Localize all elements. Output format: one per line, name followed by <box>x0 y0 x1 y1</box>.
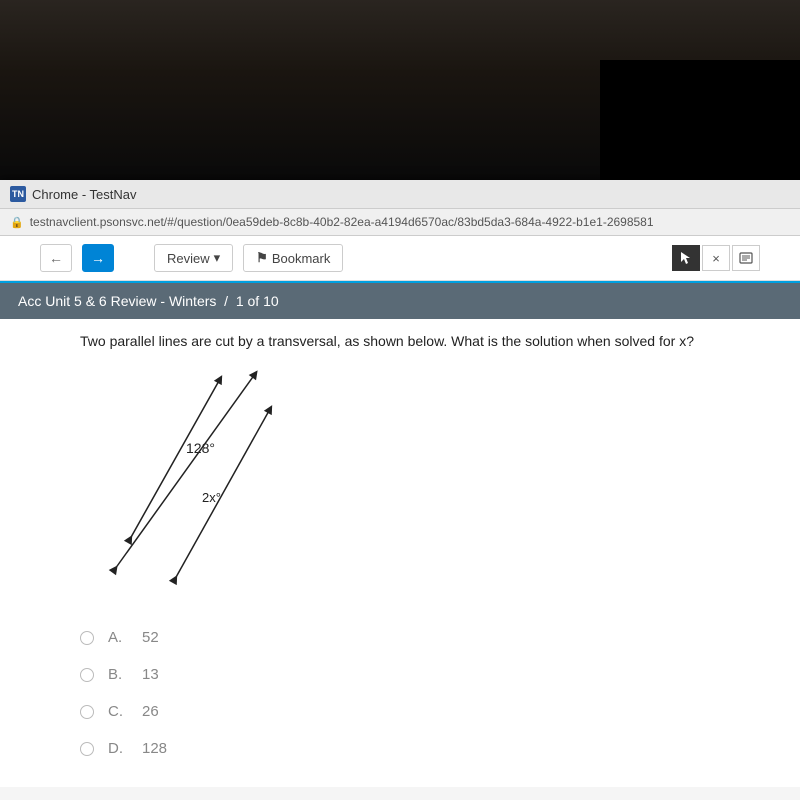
dark-overlay <box>600 60 800 180</box>
radio-c[interactable] <box>80 705 94 719</box>
breadcrumb: Acc Unit 5 & 6 Review - Winters / 1 of 1… <box>0 281 800 319</box>
answer-choices: A. 52 B. 13 C. 26 D. 128 <box>80 619 720 767</box>
breadcrumb-sep: / <box>224 293 228 309</box>
radio-a[interactable] <box>80 631 94 645</box>
note-tool-icon[interactable] <box>732 245 760 271</box>
choice-d[interactable]: D. 128 <box>80 730 720 767</box>
bookmark-button[interactable]: ⚑ Bookmark <box>243 244 343 272</box>
pointer-tool-icon[interactable] <box>672 245 700 271</box>
choice-b[interactable]: B. 13 <box>80 656 720 693</box>
choice-a[interactable]: A. 52 <box>80 619 720 656</box>
bookmark-label: Bookmark <box>272 251 331 266</box>
close-tool-icon[interactable]: × <box>702 245 730 271</box>
bookmark-icon: ⚑ <box>256 250 268 266</box>
transversal-diagram: 128° 2x° <box>100 369 300 589</box>
angle-128-label: 128° <box>186 440 215 456</box>
back-button[interactable]: ← <box>40 244 72 272</box>
breadcrumb-title: Acc Unit 5 & 6 Review - Winters <box>18 293 216 309</box>
screen-area: TN Chrome - TestNav 🔒 testnavclient.pson… <box>0 180 800 800</box>
tool-icons-group: × <box>672 245 760 271</box>
radio-b[interactable] <box>80 668 94 682</box>
toolbar: ← → Review ▾ ⚑ Bookmark × <box>0 236 800 281</box>
content-area: Two parallel lines are cut by a transver… <box>0 319 800 787</box>
breadcrumb-position: 1 of 10 <box>236 293 279 309</box>
url-text: testnavclient.psonsvc.net/#/question/0ea… <box>30 215 654 229</box>
angle-2x-label: 2x° <box>202 490 221 505</box>
choice-a-letter: A. <box>108 629 128 646</box>
choice-b-letter: B. <box>108 666 128 683</box>
review-button[interactable]: Review ▾ <box>154 244 233 272</box>
choice-c-value: 26 <box>142 703 159 720</box>
choice-a-value: 52 <box>142 629 159 646</box>
choice-c[interactable]: C. 26 <box>80 693 720 730</box>
diagram-svg: 128° 2x° <box>100 369 300 589</box>
choice-d-value: 128 <box>142 740 167 757</box>
address-bar[interactable]: 🔒 testnavclient.psonsvc.net/#/question/0… <box>0 209 800 236</box>
lock-icon: 🔒 <box>10 216 24 229</box>
forward-button[interactable]: → <box>82 244 114 272</box>
tab-favicon: TN <box>10 186 26 202</box>
choice-d-letter: D. <box>108 740 128 757</box>
review-label: Review <box>167 251 210 266</box>
chevron-down-icon: ▾ <box>214 250 221 266</box>
choice-c-letter: C. <box>108 703 128 720</box>
tab-title: Chrome - TestNav <box>32 187 137 202</box>
browser-tab[interactable]: TN Chrome - TestNav <box>0 180 800 209</box>
choice-b-value: 13 <box>142 666 159 683</box>
radio-d[interactable] <box>80 742 94 756</box>
question-text: Two parallel lines are cut by a transver… <box>80 333 720 349</box>
